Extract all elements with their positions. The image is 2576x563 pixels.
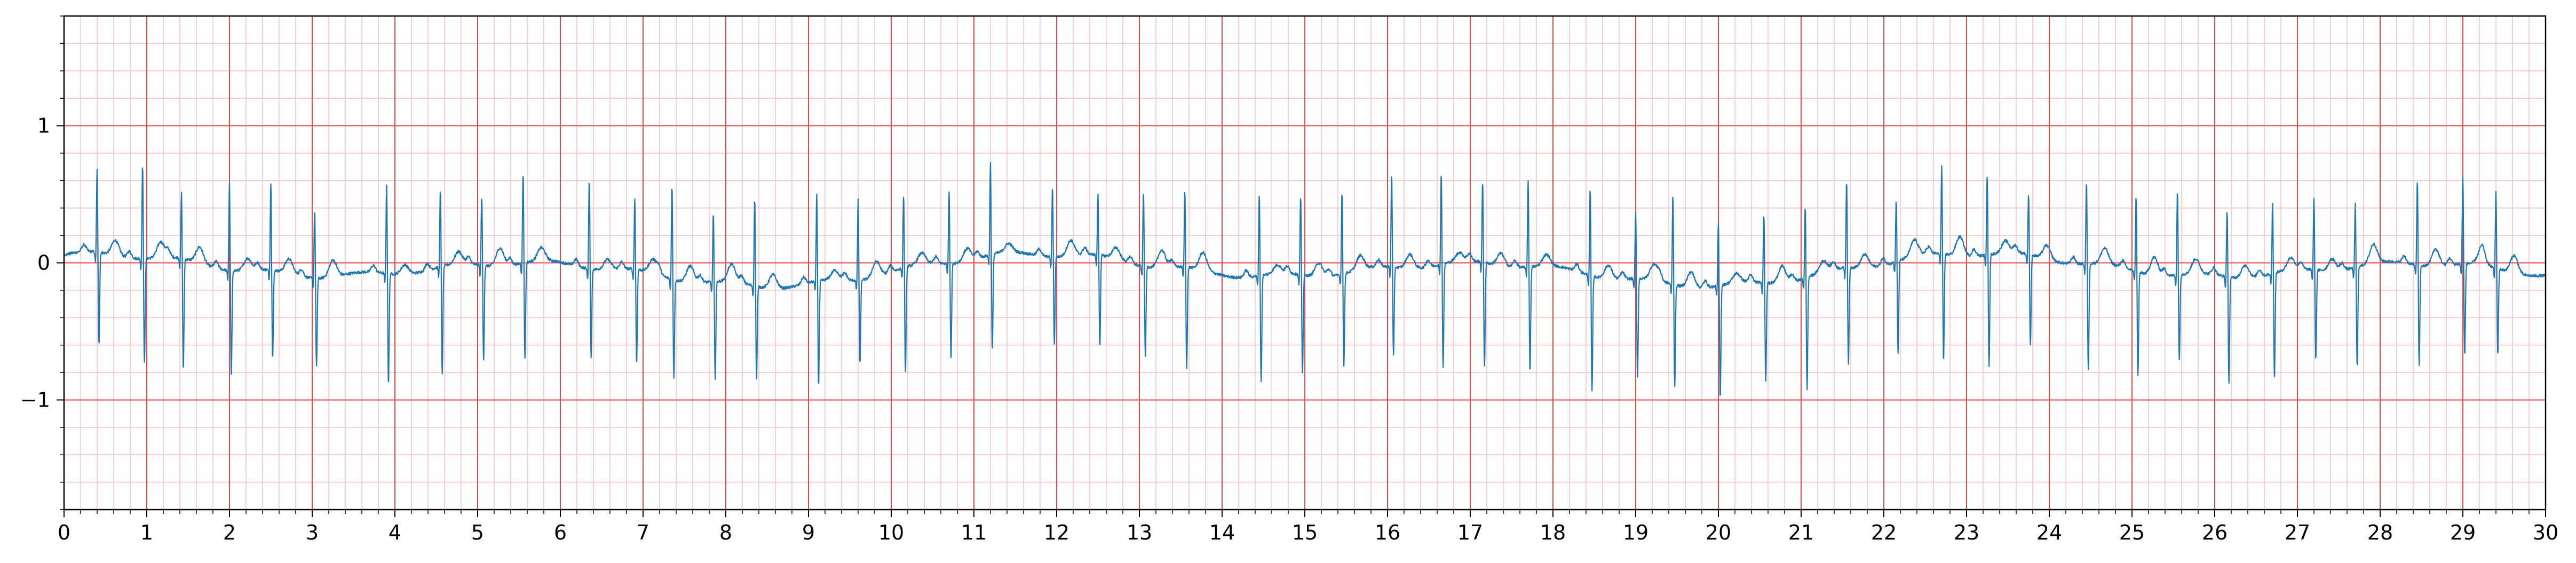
x-tick-label: 2 <box>223 521 236 544</box>
x-tick-label: 29 <box>2450 521 2476 544</box>
x-tick-label: 14 <box>1209 521 1235 544</box>
x-tick-label: 3 <box>306 521 319 544</box>
x-tick-label: 21 <box>1788 521 1814 544</box>
x-tick-label: 0 <box>58 521 70 544</box>
x-tick-label: 11 <box>961 521 987 544</box>
x-tick-label: 8 <box>719 521 732 544</box>
x-tick-label: 19 <box>1623 521 1648 544</box>
x-tick-label: 16 <box>1375 521 1400 544</box>
x-tick-label: 23 <box>1954 521 1979 544</box>
x-tick-label: 12 <box>1044 521 1069 544</box>
x-axis: 0 1 2 3 4 5 6 7 8 9 10 11 12 13 14 15 16 17 18 19 20 21 22 23 24… <box>58 510 2558 544</box>
x-tick-label: 10 <box>878 521 904 544</box>
x-tick-label: 17 <box>1457 521 1483 544</box>
x-tick-label: 26 <box>2202 521 2228 544</box>
ecg-signal <box>63 162 2547 396</box>
y-tick-label: 0 <box>37 251 50 275</box>
x-tick-label: 7 <box>637 521 649 544</box>
x-tick-label: 4 <box>389 521 401 544</box>
x-tick-label: 5 <box>471 521 484 544</box>
y-tick-label: −1 <box>20 388 50 411</box>
y-tick-label: 1 <box>37 114 50 138</box>
x-tick-label: 22 <box>1871 521 1897 544</box>
grid-major <box>64 16 2546 510</box>
x-tick-label: 27 <box>2285 521 2310 544</box>
x-tick-label: 9 <box>802 521 815 544</box>
x-tick-label: 24 <box>2036 521 2062 544</box>
x-tick-label: 1 <box>140 521 153 544</box>
x-tick-label: 20 <box>1706 521 1731 544</box>
ecg-signal-line <box>63 162 2547 396</box>
x-tick-label: 13 <box>1127 521 1152 544</box>
x-tick-label: 30 <box>2533 521 2558 544</box>
x-tick-label: 28 <box>2367 521 2393 544</box>
x-tick-label: 18 <box>1540 521 1566 544</box>
x-tick-label: 25 <box>2119 521 2145 544</box>
x-tick-label: 6 <box>554 521 567 544</box>
y-axis: −1 0 1 <box>20 15 64 510</box>
x-tick-label: 15 <box>1292 521 1318 544</box>
